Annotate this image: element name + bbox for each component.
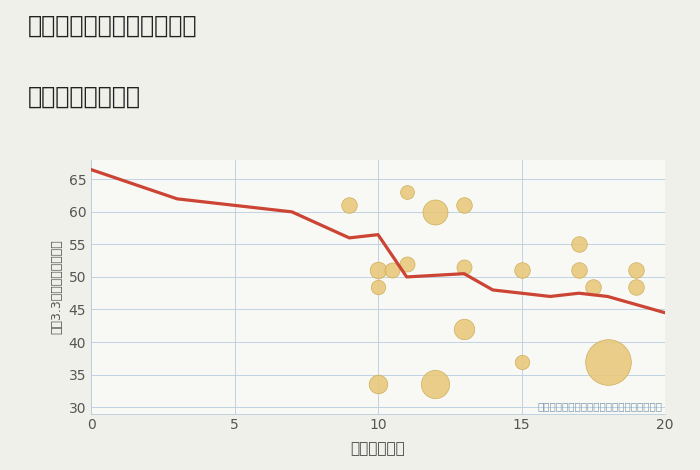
Text: 円の大きさは、取引のあった物件面積を示す: 円の大きさは、取引のあった物件面積を示す bbox=[537, 402, 662, 412]
Point bbox=[386, 266, 398, 274]
Point bbox=[602, 358, 613, 365]
X-axis label: 駅距離（分）: 駅距離（分） bbox=[351, 441, 405, 456]
Point bbox=[430, 208, 441, 216]
Point bbox=[401, 188, 412, 196]
Y-axis label: 坪（3.3㎡）単価（万円）: 坪（3.3㎡）単価（万円） bbox=[50, 239, 63, 334]
Point bbox=[458, 202, 470, 209]
Point bbox=[588, 283, 599, 290]
Point bbox=[401, 260, 412, 268]
Point bbox=[344, 202, 355, 209]
Point bbox=[573, 266, 584, 274]
Point bbox=[516, 266, 527, 274]
Point bbox=[516, 358, 527, 365]
Point bbox=[372, 266, 384, 274]
Text: 奈良県奈良市中登美ヶ丘の: 奈良県奈良市中登美ヶ丘の bbox=[28, 14, 197, 38]
Point bbox=[430, 381, 441, 388]
Point bbox=[631, 266, 642, 274]
Point bbox=[631, 283, 642, 290]
Point bbox=[458, 325, 470, 333]
Point bbox=[372, 283, 384, 290]
Point bbox=[458, 263, 470, 271]
Text: 駅距離別土地価格: 駅距離別土地価格 bbox=[28, 85, 141, 109]
Point bbox=[573, 241, 584, 248]
Point bbox=[372, 381, 384, 388]
